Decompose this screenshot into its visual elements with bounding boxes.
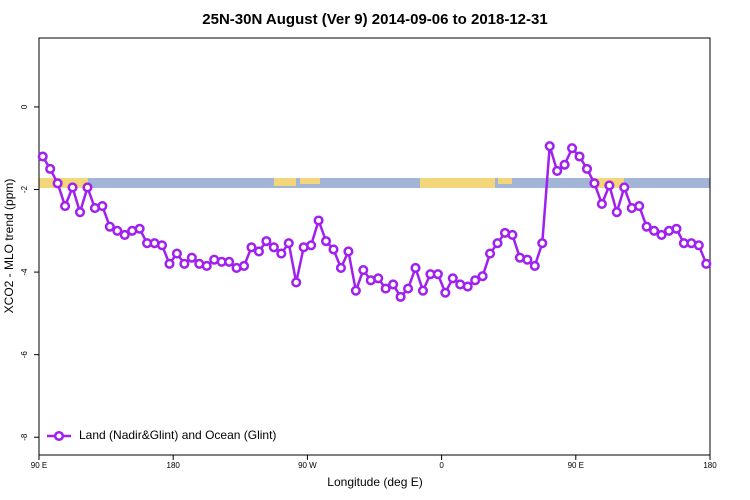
- point: [567, 143, 578, 154]
- point: [60, 200, 71, 212]
- legend-label: Land (Nadir&Glint) and Ocean (Glint): [79, 428, 276, 442]
- chart-title: 25N-30N August (Ver 9) 2014-09-06 to 201…: [202, 11, 547, 28]
- point: [611, 207, 622, 218]
- x-tick-label: 180: [167, 461, 181, 470]
- point: [671, 223, 682, 234]
- point: [261, 236, 272, 247]
- x-tick-label: 90 E: [31, 461, 47, 470]
- point: [373, 273, 384, 284]
- point: [134, 223, 145, 234]
- point: [410, 262, 421, 274]
- point: [320, 236, 332, 247]
- point: [104, 221, 115, 232]
- point: [276, 248, 287, 259]
- point: [343, 246, 354, 257]
- point: [440, 287, 451, 298]
- point: [313, 215, 324, 226]
- point: [395, 291, 406, 302]
- point: [619, 182, 630, 193]
- point: [358, 264, 369, 276]
- point: [507, 229, 518, 240]
- point: [37, 151, 48, 162]
- point: [171, 248, 182, 259]
- point: [470, 275, 481, 286]
- point: [581, 163, 593, 174]
- point: [485, 248, 496, 259]
- point: [186, 252, 197, 263]
- point: [97, 200, 108, 212]
- point: [403, 283, 414, 294]
- point: [537, 238, 548, 249]
- point: [306, 240, 317, 251]
- point: [552, 165, 563, 176]
- point: [641, 221, 652, 232]
- legend: Land (Nadir&Glint) and Ocean (Glint): [47, 428, 276, 442]
- point: [529, 260, 540, 271]
- point: [328, 244, 339, 255]
- y-tick-label: -8: [20, 433, 29, 441]
- point: [589, 178, 600, 189]
- point: [119, 229, 130, 240]
- point: [156, 240, 168, 251]
- plot-frame: [38, 37, 711, 456]
- point: [45, 163, 56, 174]
- point: [268, 242, 279, 253]
- point: [559, 159, 570, 170]
- point: [634, 200, 645, 212]
- y-tick-label: -4: [20, 268, 29, 276]
- point: [604, 180, 615, 191]
- x-tick-label: 90 E: [568, 461, 584, 470]
- point: [649, 225, 660, 236]
- point: [291, 277, 302, 288]
- point: [656, 229, 667, 240]
- legend-marker: [53, 430, 65, 442]
- series-line: [41, 145, 708, 299]
- point: [67, 182, 78, 193]
- point: [179, 258, 190, 269]
- x-tick-label: 180: [703, 461, 717, 470]
- point: [477, 271, 488, 282]
- y-tick-label: -6: [20, 351, 29, 359]
- point: [462, 281, 473, 292]
- point: [596, 198, 607, 210]
- y-axis-label: XCO2 - MLO trend (ppm): [2, 179, 16, 314]
- point: [246, 242, 257, 253]
- x-tick-label: 0: [439, 461, 444, 470]
- point: [82, 182, 93, 193]
- x-tick-label: 90 W: [298, 461, 317, 470]
- y-tick-label: 0: [20, 104, 29, 109]
- point: [164, 258, 175, 269]
- point: [432, 269, 443, 280]
- point: [544, 141, 555, 152]
- point: [447, 273, 458, 284]
- x-axis-label: Longitude (deg E): [327, 475, 422, 489]
- point: [112, 225, 123, 236]
- point: [74, 207, 86, 218]
- point: [283, 238, 294, 249]
- point: [350, 285, 361, 296]
- point: [417, 285, 429, 296]
- point: [701, 258, 712, 269]
- point: [224, 256, 235, 267]
- point: [52, 178, 63, 189]
- point: [574, 151, 585, 162]
- y-tick-label: -2: [20, 185, 29, 193]
- point: [201, 260, 212, 271]
- point: [388, 279, 399, 290]
- point: [693, 240, 704, 251]
- point: [492, 238, 503, 249]
- point: [522, 254, 533, 265]
- point: [335, 262, 347, 274]
- point: [380, 283, 391, 294]
- point: [253, 246, 264, 257]
- point: [238, 260, 250, 271]
